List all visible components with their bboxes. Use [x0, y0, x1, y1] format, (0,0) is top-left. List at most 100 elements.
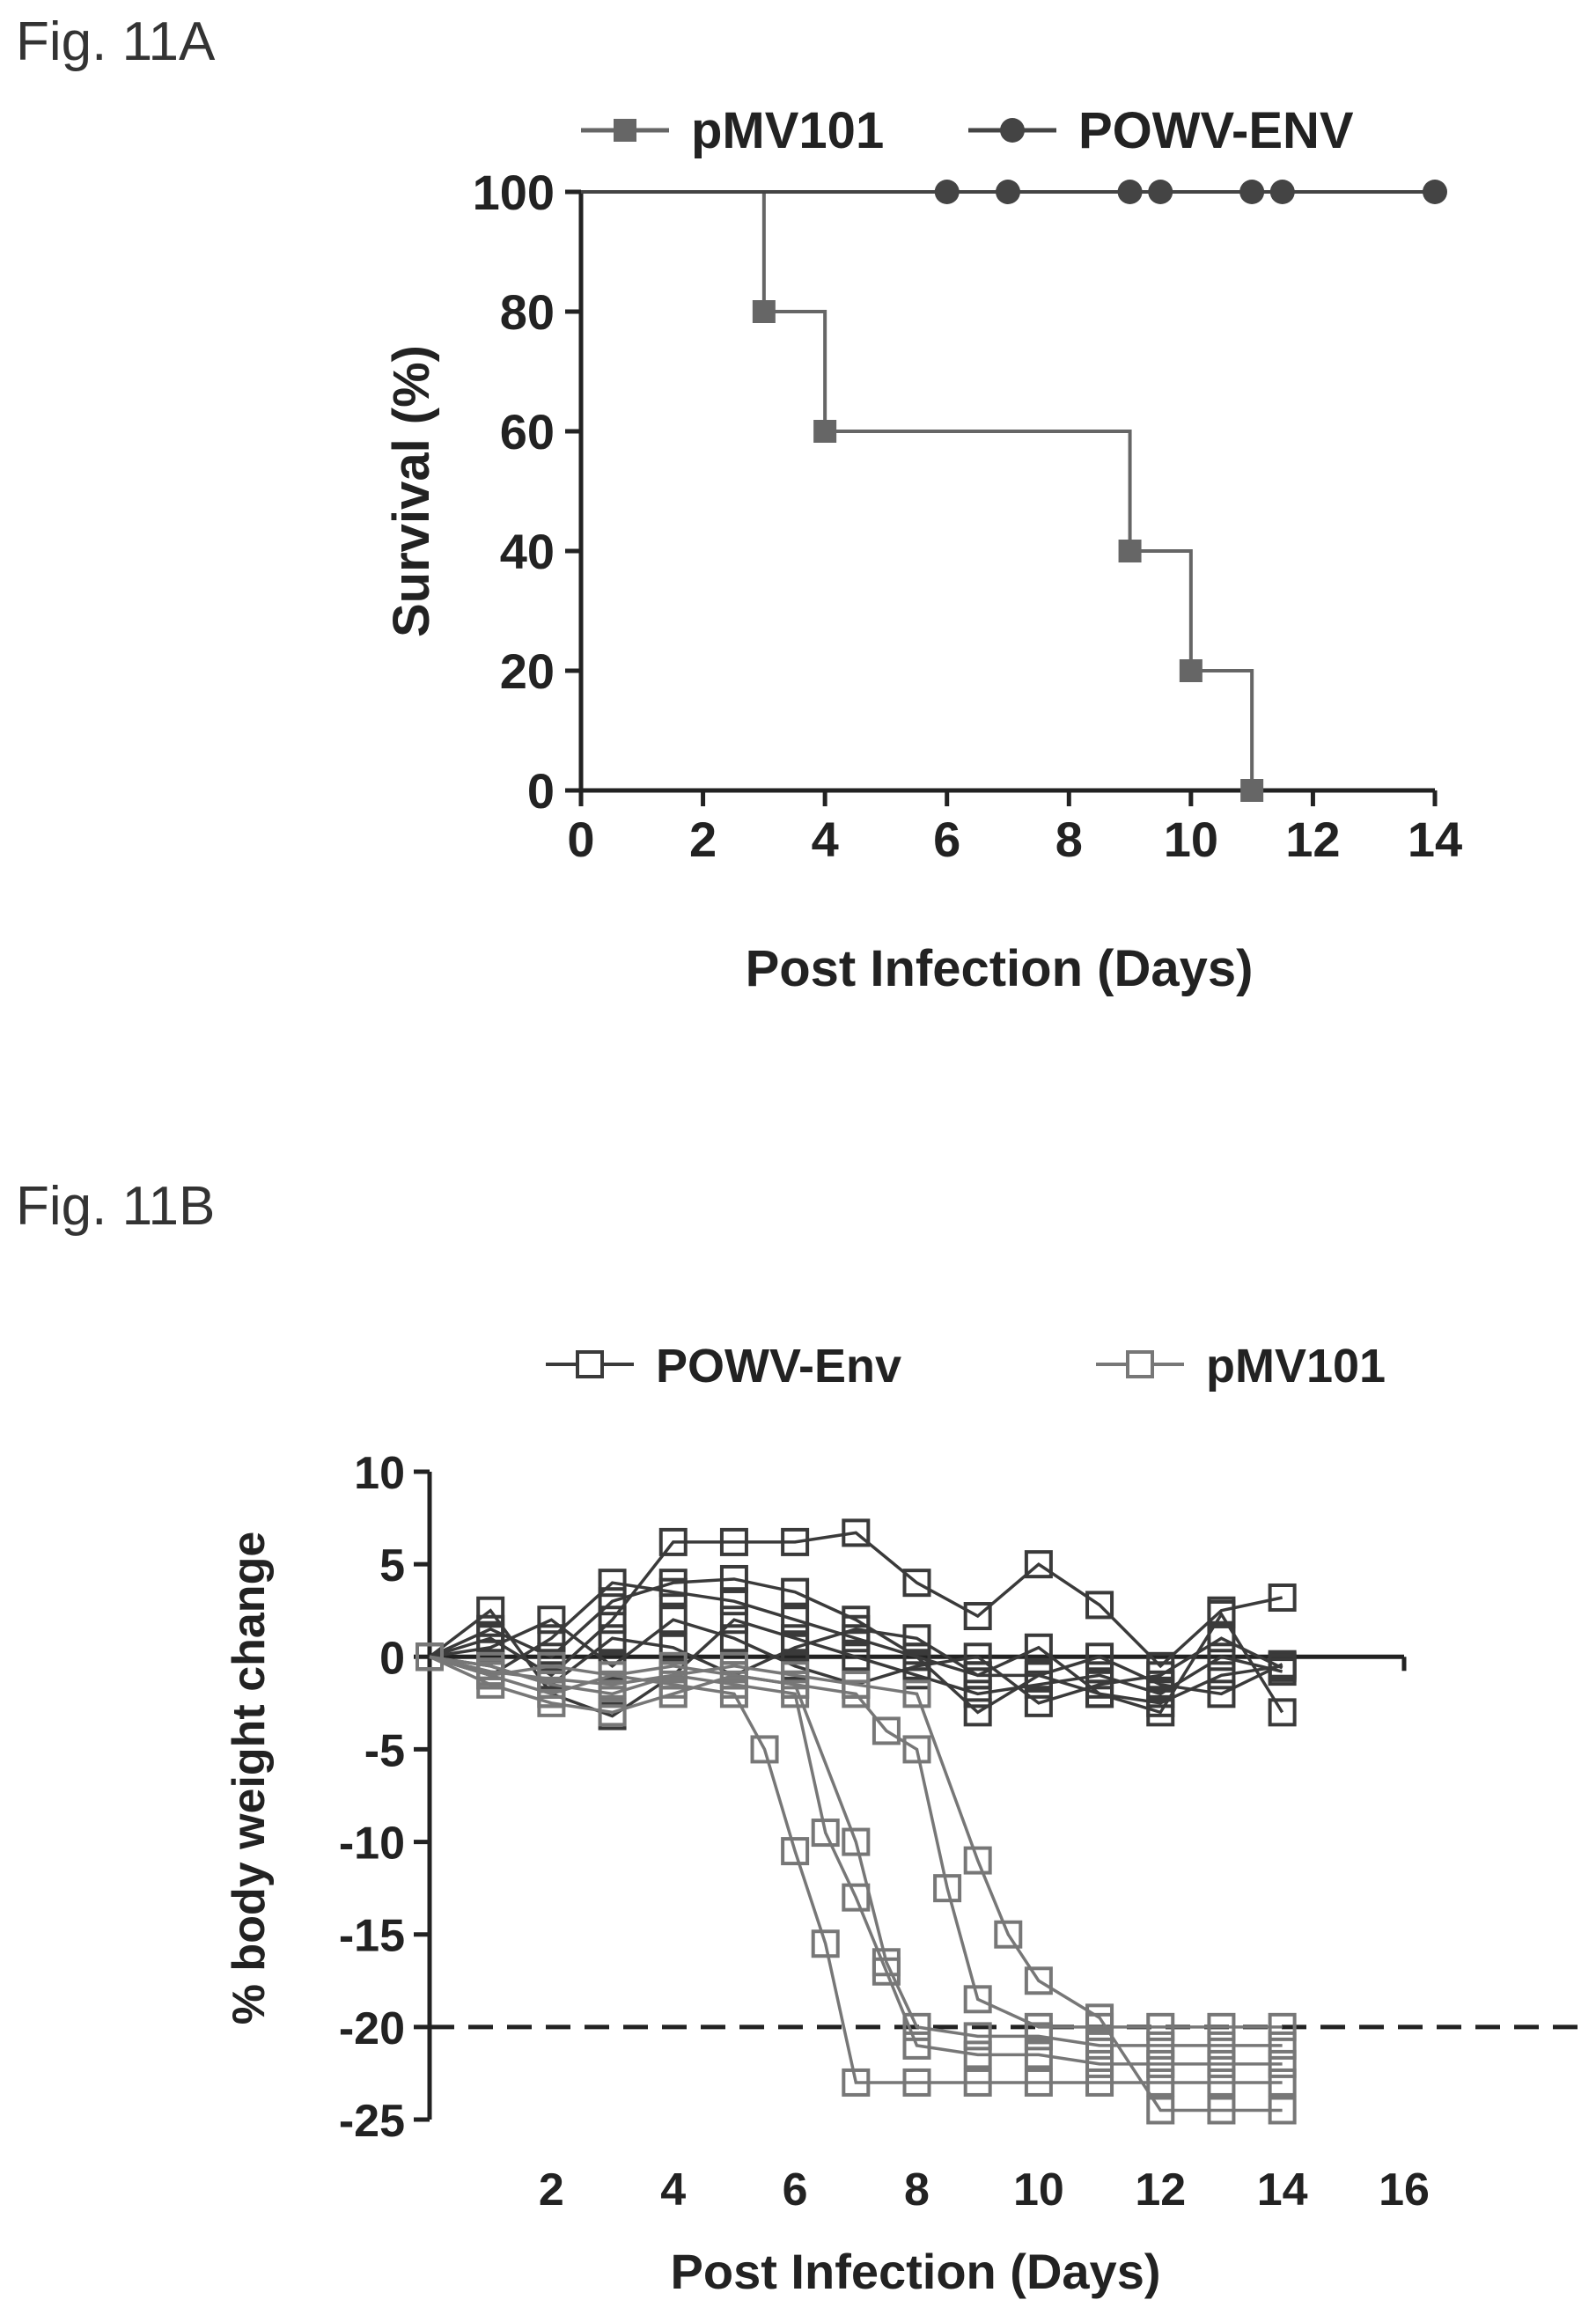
pmv101-point	[902, 2031, 931, 2060]
powv-env-point	[658, 1527, 688, 1556]
pmv101-point	[811, 1929, 840, 1958]
pmv101-point	[1268, 2012, 1297, 2041]
pmv101-point	[1240, 779, 1264, 802]
pmv101-point	[1024, 1966, 1053, 1995]
pmv101-point	[781, 1661, 810, 1690]
pmv101-point	[781, 1837, 810, 1866]
pmv101-point	[963, 2040, 992, 2069]
y-tick-label: 80	[500, 284, 555, 340]
pmv101-point	[1024, 2012, 1053, 2041]
y-tick-label: -25	[339, 2096, 405, 2147]
x-tick-label: 8	[1055, 812, 1083, 867]
legend-square-marker	[576, 1350, 604, 1378]
powv-env-point	[719, 1587, 748, 1616]
pmv101-point	[1085, 2049, 1114, 2078]
powv-env-point	[781, 1606, 810, 1635]
pmv101-point	[1207, 2031, 1236, 2060]
powv-env-point	[963, 1602, 992, 1631]
pmv101-point	[1207, 2012, 1236, 2041]
x-axis-title: Post Infection (Days)	[671, 2244, 1161, 2299]
powv-env-point	[719, 1606, 748, 1635]
powv-env-point	[902, 1651, 931, 1680]
pmv101-point	[902, 1735, 931, 1764]
legend-square-marker	[614, 119, 636, 142]
pmv101-point	[1024, 2068, 1053, 2097]
pmv101-point	[902, 1679, 931, 1708]
series-0-curve-0	[429, 1531, 1283, 1678]
x-tick-label: 8	[904, 2164, 930, 2215]
legend-circle-marker	[1000, 118, 1025, 143]
pmv101-point	[1146, 2012, 1175, 2041]
pmv101-point	[1118, 540, 1142, 562]
powv-env-point	[598, 1606, 627, 1635]
y-tick-label: -20	[339, 2003, 405, 2054]
pmv101-point	[1146, 2096, 1175, 2125]
powv-env-point	[996, 180, 1020, 204]
pmv101-point	[658, 1661, 688, 1690]
x-tick-label: 2	[539, 2164, 564, 2215]
pmv101-point	[872, 1716, 901, 1745]
pmv101-point	[963, 1846, 992, 1875]
series-1-curve-4	[429, 1655, 1283, 2113]
pmv101-point	[1085, 2003, 1114, 2032]
powv-env-point	[963, 1698, 992, 1727]
powv-env-point	[781, 1633, 810, 1662]
y-axis-title: Survival (%)	[383, 345, 440, 637]
survival-chart: 0 20 40 60 80 100 0 2 4 6 8 10 12 14 Post Infection (D…	[383, 102, 1462, 997]
powv-env-point	[842, 1614, 871, 1643]
powv-env-point	[1146, 1670, 1175, 1699]
legend-label: pMV101	[691, 102, 884, 159]
powv-env-point	[934, 180, 960, 204]
figure-11a-label: Fig. 11A	[16, 11, 216, 72]
powv-env-point	[1268, 1650, 1297, 1679]
series-1-curve-1	[429, 1655, 1283, 2066]
powv-env-point	[1024, 1661, 1053, 1690]
pmv101-point	[1268, 2068, 1297, 2097]
x-tick-label: 6	[933, 812, 960, 867]
x-tick-label: 14	[1408, 812, 1462, 867]
pmv101-point	[476, 1657, 505, 1686]
x-tick-label: 4	[660, 2164, 686, 2215]
y-tick-label: 0	[527, 763, 555, 819]
powv-env-point	[902, 1569, 931, 1598]
powv-env-point	[1085, 1642, 1114, 1672]
series-0-curve-1	[429, 1577, 1284, 1715]
x-tick-label: 6	[783, 2164, 808, 2215]
x-axis-title: Post Infection (Days)	[746, 940, 1254, 997]
figure-11b-label: Fig. 11B	[16, 1176, 216, 1237]
pmv101-point	[963, 2068, 992, 2097]
series-1-curve-2	[429, 1655, 1283, 2047]
powv-env-point	[963, 1679, 992, 1708]
pmv101-point	[1268, 2096, 1297, 2125]
powv-env-point	[537, 1606, 566, 1635]
pmv101-point	[842, 1827, 871, 1856]
powv-env-point	[1117, 180, 1143, 204]
powv-env-point	[1085, 1670, 1114, 1699]
powv-env-point	[719, 1624, 748, 1653]
pmv101-point	[658, 1679, 688, 1708]
pmv101-point	[416, 1642, 444, 1672]
pmv101-point	[719, 1651, 748, 1680]
legend-label: pMV101	[1206, 1340, 1386, 1392]
pmv101-point	[1146, 2031, 1175, 2060]
powv-env-point	[781, 1577, 810, 1606]
pmv101-point	[752, 300, 776, 323]
powv-env-point	[658, 1633, 688, 1662]
pmv101-point	[1207, 2096, 1236, 2125]
series-0-curve-3	[428, 1608, 1283, 1718]
powv-env-point	[781, 1527, 810, 1556]
pmv101-point	[1207, 2068, 1236, 2097]
powv-env-point	[476, 1596, 505, 1625]
powv-env-point	[1207, 1642, 1236, 1672]
pmv101-point	[813, 420, 837, 443]
pmv101-point	[842, 1670, 871, 1699]
powv-env-point	[1207, 1624, 1236, 1653]
powv-env-point	[719, 1564, 748, 1593]
powv-env-point	[658, 1577, 688, 1606]
series-1-curve-3	[429, 1655, 1283, 2029]
powv-env-point	[963, 1642, 992, 1672]
y-tick-label: 100	[473, 165, 555, 220]
pmv101-point	[1085, 2031, 1114, 2060]
pmv101-point	[1146, 2049, 1175, 2078]
powv-env-point	[598, 1569, 627, 1598]
